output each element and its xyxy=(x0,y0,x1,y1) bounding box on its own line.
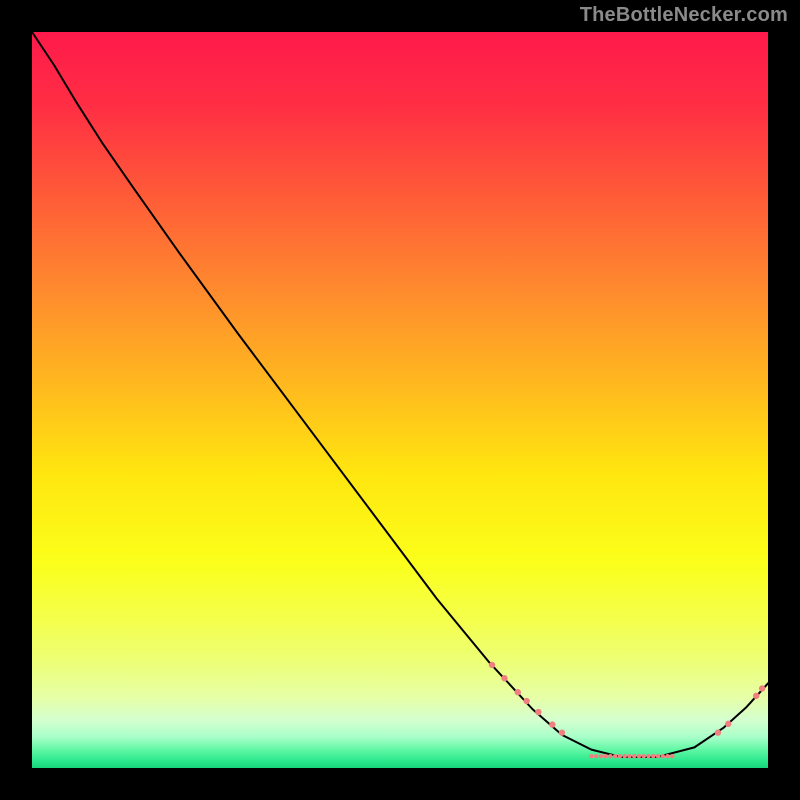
marker-dot xyxy=(759,685,765,691)
marker-dot xyxy=(632,754,636,758)
marker-dot xyxy=(515,689,521,695)
marker-dot xyxy=(594,754,598,758)
plot-area xyxy=(32,32,768,768)
marker-dot xyxy=(608,754,612,758)
marker-dot xyxy=(637,754,641,758)
marker-dot xyxy=(489,662,495,668)
marker-dot xyxy=(627,754,631,758)
marker-dot xyxy=(661,754,665,758)
bottleneck-curve xyxy=(32,32,768,757)
marker-dot xyxy=(523,698,529,704)
marker-dot xyxy=(618,754,622,758)
marker-dot xyxy=(623,754,627,758)
marker-dot xyxy=(559,729,565,735)
marker-dot xyxy=(715,729,721,735)
marker-dot xyxy=(753,693,759,699)
marker-dot xyxy=(670,754,674,758)
marker-dot xyxy=(656,754,660,758)
marker-dot xyxy=(549,721,555,727)
marker-dot xyxy=(646,754,650,758)
marker-dot xyxy=(535,709,541,715)
marker-dot xyxy=(501,675,507,681)
attribution-text: TheBottleNecker.com xyxy=(580,4,788,27)
marker-dot xyxy=(589,754,593,758)
data-markers xyxy=(489,662,766,759)
marker-dot xyxy=(642,754,646,758)
marker-dot xyxy=(599,754,603,758)
marker-dot xyxy=(665,754,669,758)
marker-dot xyxy=(725,721,731,727)
marker-dot xyxy=(651,754,655,758)
curve-layer xyxy=(32,32,768,768)
marker-dot xyxy=(613,754,617,758)
marker-dot xyxy=(603,754,607,758)
root: TheBottleNecker.com xyxy=(0,0,800,800)
